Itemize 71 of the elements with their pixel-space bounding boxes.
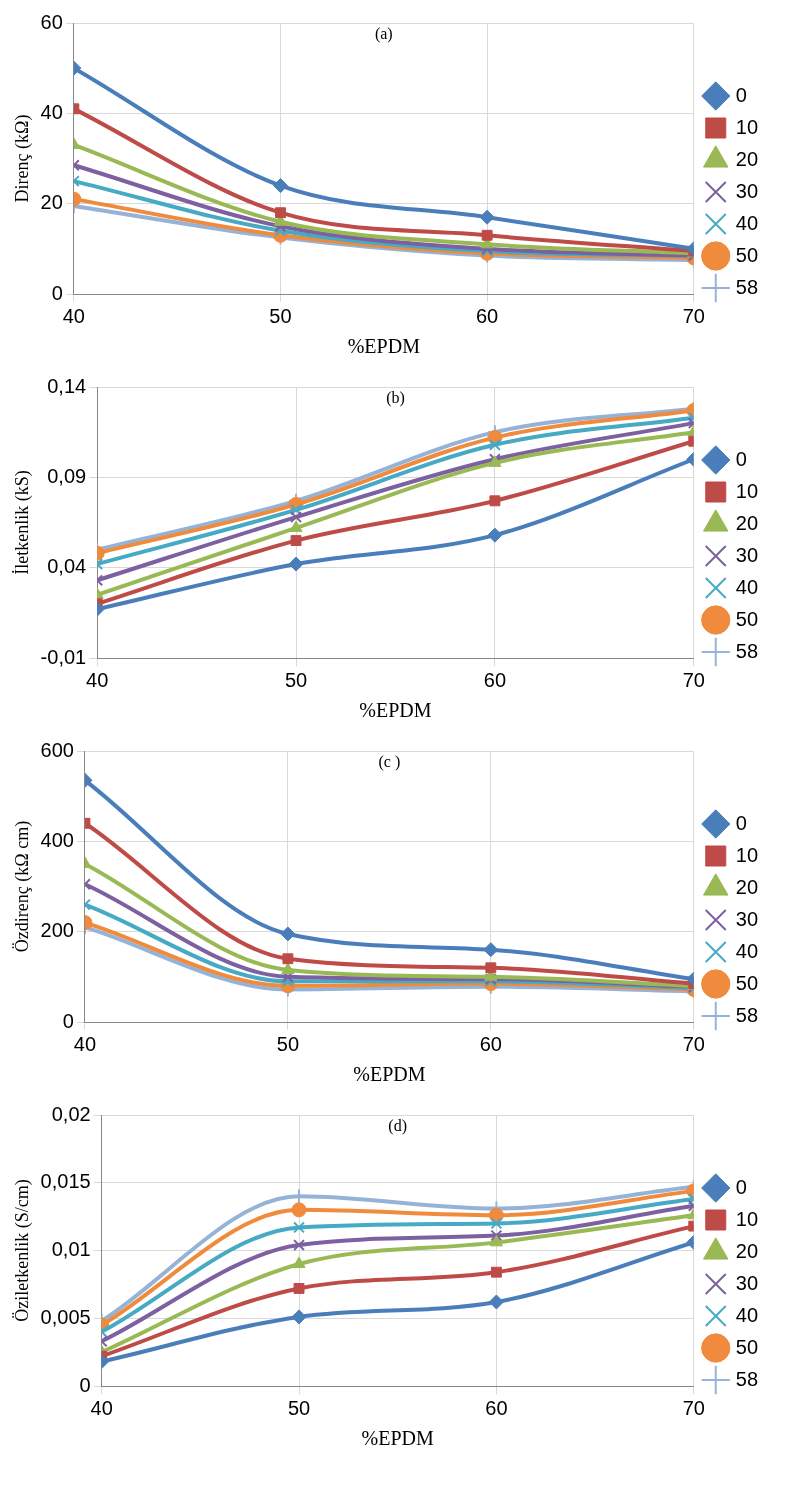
chart-title: (a): [374, 25, 393, 44]
legend-label: 50: [735, 971, 758, 994]
legend-label: 58: [735, 1003, 758, 1026]
y-tick-label: 0: [62, 1009, 74, 1032]
y-tick-label: 0,14: [47, 374, 87, 397]
x-axis-title: %EPDM: [347, 335, 421, 358]
legend-label: 0: [735, 1175, 747, 1198]
y-tick-label: -0,01: [40, 645, 87, 668]
legend-label: 30: [735, 1271, 758, 1294]
legend-label: 10: [735, 479, 758, 502]
x-tick-label: 50: [284, 668, 308, 691]
x-tick-label: 40: [90, 1396, 113, 1419]
x-tick-label: 60: [483, 668, 507, 691]
y-tick-label: 60: [40, 10, 63, 33]
legend-label: 40: [735, 939, 758, 962]
x-tick-label: 70: [682, 1396, 705, 1419]
y-tick-label: 200: [40, 919, 74, 942]
y-tick-label: 0,005: [40, 1305, 91, 1328]
x-axis-title: %EPDM: [361, 1427, 435, 1450]
legend-label: 20: [735, 511, 758, 534]
y-tick-label: 0,015: [40, 1170, 91, 1193]
legend-label: 20: [735, 147, 758, 170]
legend-label: 58: [735, 1367, 758, 1390]
y-tick-label: 0,04: [47, 555, 87, 578]
x-tick-label: 60: [485, 1396, 508, 1419]
legend-label: 50: [735, 607, 758, 630]
legend-label: 58: [735, 275, 758, 298]
x-tick-label: 50: [287, 1396, 311, 1419]
y-tick-label: 20: [40, 191, 63, 214]
x-tick-label: 50: [269, 304, 292, 327]
y-tick-label: 0,02: [51, 1102, 91, 1125]
y-tick-label: 0: [79, 1373, 91, 1396]
legend-label: 30: [735, 907, 758, 930]
y-tick-label: 400: [40, 828, 74, 851]
legend-label: 50: [735, 243, 758, 266]
x-tick-label: 60: [479, 1032, 502, 1055]
legend-label: 0: [735, 83, 747, 106]
legend-label: 0: [735, 447, 747, 470]
x-tick-label: 70: [682, 668, 705, 691]
legend-label: 10: [735, 1207, 758, 1230]
y-axis-title: Özdirenç (kΩ cm): [11, 820, 33, 953]
legend-label: 40: [735, 211, 758, 234]
x-tick-label: 60: [475, 304, 499, 327]
y-tick-label: 0,09: [47, 464, 87, 487]
x-axis-title: %EPDM: [353, 1063, 426, 1086]
y-tick-label: 0,01: [51, 1238, 91, 1261]
legend-label: 40: [735, 575, 758, 598]
y-axis-title: İletkenlik (kS): [11, 470, 33, 575]
legend-label: 10: [735, 115, 758, 138]
legend-label: 20: [735, 1239, 758, 1262]
chart-title: (c ): [378, 753, 401, 772]
x-tick-label: 40: [86, 668, 109, 691]
y-axis-title: Öziletkenlik (S/cm): [11, 1179, 33, 1322]
x-tick-label: 70: [682, 304, 705, 327]
legend-label: 30: [735, 179, 758, 202]
x-tick-label: 50: [276, 1032, 300, 1055]
y-tick-label: 40: [40, 100, 63, 123]
y-tick-label: 600: [40, 738, 74, 761]
legend-label: 0: [735, 811, 747, 834]
legend-label: 40: [735, 1303, 758, 1326]
legend-label: 50: [735, 1335, 758, 1358]
chart-title: (b): [386, 389, 405, 408]
chart-title: (d): [388, 1117, 408, 1136]
legend-label: 10: [735, 843, 758, 866]
y-tick-label: 0: [51, 281, 63, 304]
x-tick-label: 70: [682, 1032, 705, 1055]
legend-label: 58: [735, 639, 758, 662]
legend-label: 20: [735, 875, 758, 898]
y-axis-title: Direnç (kΩ): [11, 114, 33, 203]
x-axis-title: %EPDM: [359, 699, 432, 722]
legend-label: 30: [735, 543, 758, 566]
